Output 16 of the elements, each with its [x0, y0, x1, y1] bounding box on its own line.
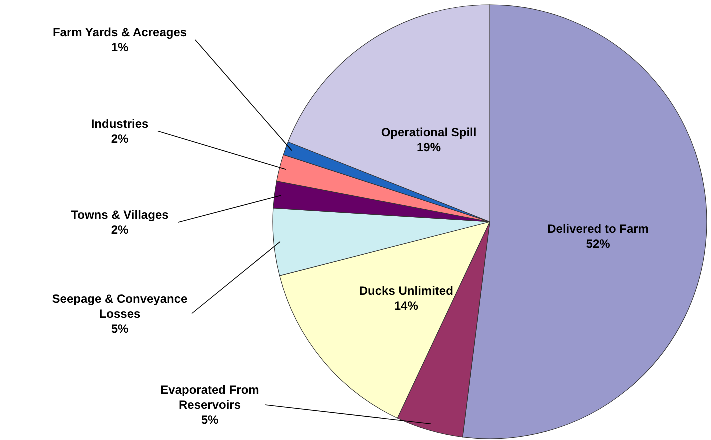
slice-label: Industries [91, 116, 149, 131]
data-label: 19% [417, 140, 442, 154]
slice-label: Ducks Unlimited [359, 284, 454, 298]
data-label: 14% [394, 299, 419, 314]
slice-label: Delivered to Farm [548, 222, 649, 236]
data-label: 2% [111, 223, 129, 237]
data-label: 5% [201, 413, 219, 427]
data-label: 52% [586, 236, 611, 251]
slice-label: Operational Spill [381, 125, 477, 140]
data-label: 5% [111, 322, 129, 336]
slice-label: Seepage & Conveyance Losses [52, 292, 188, 321]
slice-label: Towns & Villages [71, 208, 170, 222]
slice-label: Farm Yards & Acreages [52, 26, 188, 40]
data-label: 2% [111, 132, 129, 146]
slice-label: Evaporated From Reservoirs [160, 383, 260, 412]
data-label: 1% [111, 40, 129, 54]
